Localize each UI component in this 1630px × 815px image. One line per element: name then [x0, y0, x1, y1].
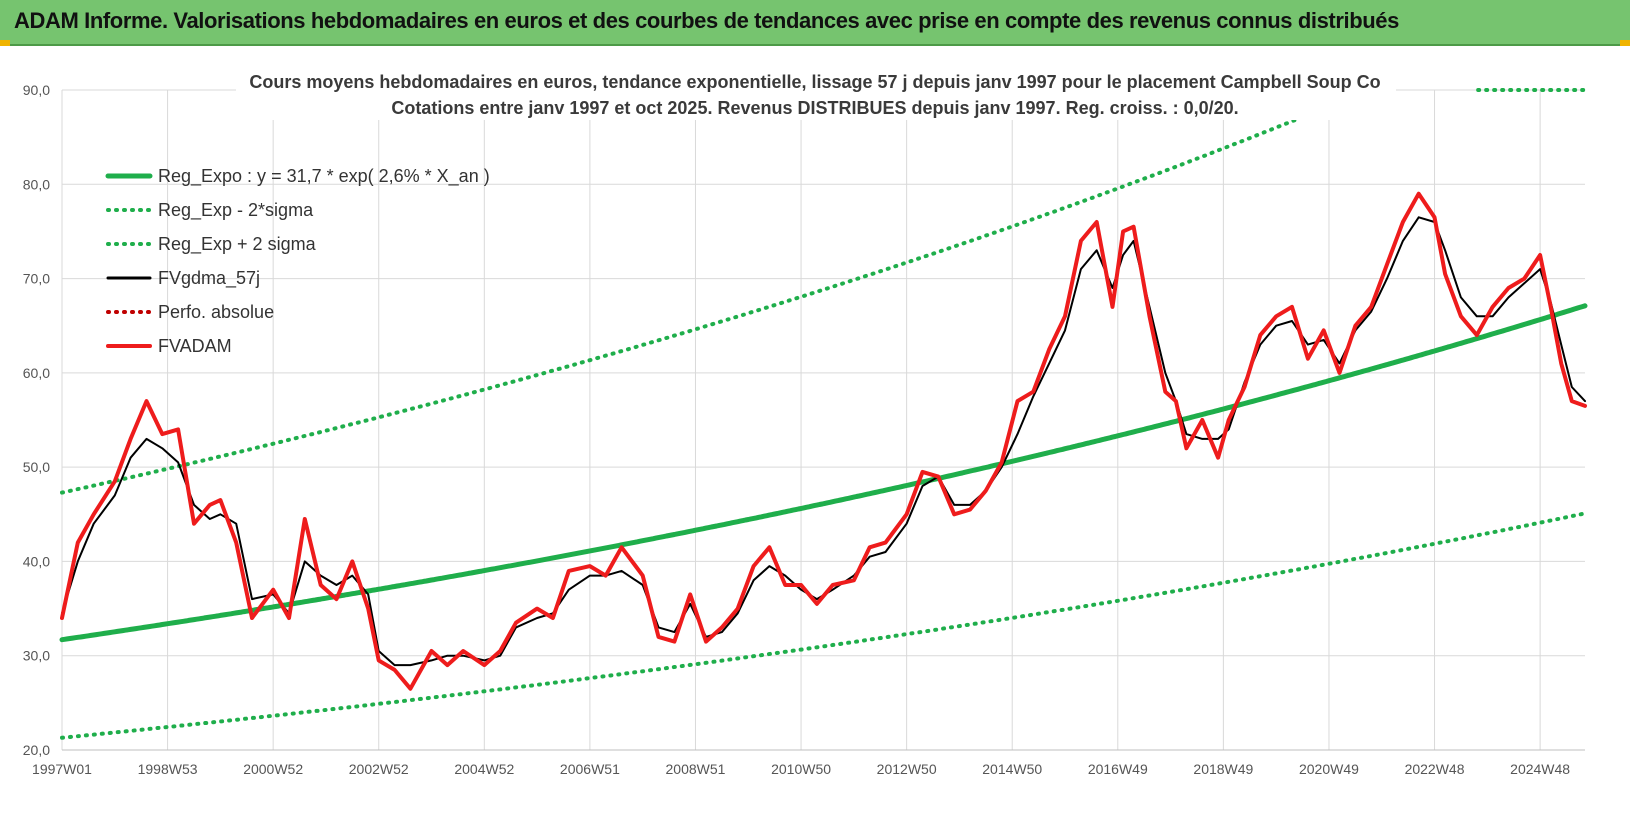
- chart-title-line-2: Cotations entre janv 1997 et oct 2025. R…: [391, 98, 1238, 118]
- legend: Reg_Expo : y = 31,7 * exp( 2,6% * X_an )…: [105, 166, 490, 356]
- x-tick-label: 2018W49: [1193, 761, 1253, 777]
- legend-label: FVgdma_57j: [158, 268, 260, 289]
- y-tick-label: 40,0: [23, 553, 50, 569]
- y-tick-label: 90,0: [23, 82, 50, 98]
- report-title: ADAM Informe. Valorisations hebdomadaire…: [14, 8, 1399, 33]
- chart-title-background: [236, 64, 1396, 120]
- y-tick-label: 80,0: [23, 176, 50, 192]
- x-tick-label: 1997W01: [32, 761, 92, 777]
- x-tick-label: 1998W53: [138, 761, 198, 777]
- banner-corner-right: [1620, 40, 1630, 46]
- series-line-reg-expo-y-31-7-exp-2-6-x-an: [59, 303, 1588, 643]
- chart: 20,0 30,0 40,0 50,0 60,0 70,0 80,0 90,0 1997W01 1…: [23, 64, 1588, 777]
- legend-label: Reg_Exp - 2*sigma: [158, 200, 314, 221]
- series-lines: [59, 88, 1588, 740]
- legend-label: Perfo. absolue: [158, 302, 274, 322]
- series-line-fvadam: [60, 191, 1587, 691]
- x-tick-label: 2000W52: [243, 761, 303, 777]
- x-tick-label: 2010W50: [771, 761, 831, 777]
- legend-label: FVADAM: [158, 336, 232, 356]
- banner-corner-left: [0, 40, 10, 46]
- x-tick-label: 2008W51: [666, 761, 726, 777]
- y-tick-label: 50,0: [23, 459, 50, 475]
- x-tick-label: 2022W48: [1405, 761, 1465, 777]
- legend-label: Reg_Exp + 2 sigma: [158, 234, 317, 255]
- legend-label: Reg_Expo : y = 31,7 * exp( 2,6% * X_an ): [158, 166, 490, 187]
- x-tick-label: 2024W48: [1510, 761, 1570, 777]
- series-line-reg-exp-2-sigma: [60, 88, 1368, 495]
- x-tick-label: 2006W51: [560, 761, 620, 777]
- x-tick-label: 2012W50: [877, 761, 937, 777]
- y-tick-label: 70,0: [23, 271, 50, 287]
- y-tick-label: 20,0: [23, 742, 50, 758]
- x-tick-label: 2002W52: [349, 761, 409, 777]
- x-tick-label: 2004W52: [454, 761, 514, 777]
- x-tick-label: 2016W49: [1088, 761, 1148, 777]
- y-tick-label: 30,0: [23, 648, 50, 664]
- series-line-reg-exp-2-sigma: [60, 511, 1587, 740]
- grid-lines: [61, 89, 1585, 751]
- x-tick-label: 2014W50: [982, 761, 1042, 777]
- chart-title-line-1: Cours moyens hebdomadaires en euros, ten…: [249, 72, 1380, 92]
- axis-ticks: 20,0 30,0 40,0 50,0 60,0 70,0 80,0 90,0 1997W01 1…: [23, 82, 1571, 777]
- report-banner: ADAM Informe. Valorisations hebdomadaire…: [0, 0, 1630, 46]
- y-tick-label: 60,0: [23, 365, 50, 381]
- x-tick-label: 2020W49: [1299, 761, 1359, 777]
